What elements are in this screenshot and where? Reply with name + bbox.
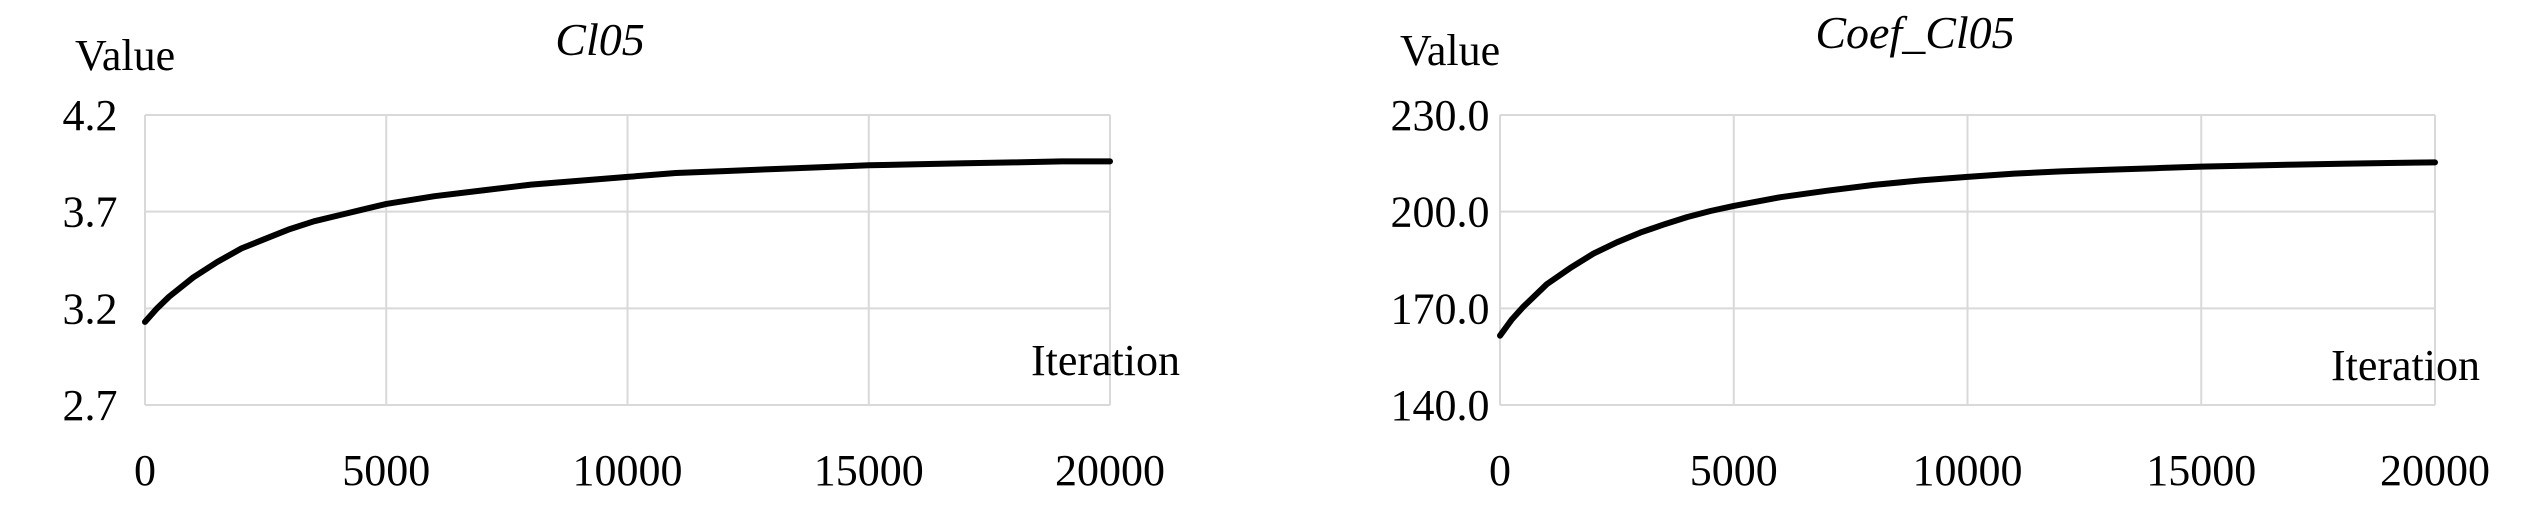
y-axis-label: Value — [1400, 26, 1500, 75]
chart-coef-cl05: 140.0 170.0 200.0 230.0 0 5000 10000 15000 20000… — [1391, 7, 2491, 495]
y-tick-label: 170.0 — [1391, 284, 1490, 333]
x-tick-label: 20000 — [2380, 446, 2490, 495]
x-tick-label: 15000 — [814, 446, 924, 495]
chart-title: Cl05 — [555, 14, 644, 65]
y-tick-label: 4.2 — [63, 91, 118, 140]
x-tick-label: 15000 — [2146, 446, 2256, 495]
y-tick-label: 2.7 — [63, 381, 118, 430]
y-tick-label: 200.0 — [1391, 188, 1490, 237]
x-axis-label: Iteration — [1031, 336, 1180, 385]
series-line — [142, 158, 1113, 325]
chart-title: Coef_Cl05 — [1815, 7, 2014, 58]
x-tick-label: 0 — [1489, 446, 1511, 495]
y-tick-label: 140.0 — [1391, 381, 1490, 430]
x-tick-label: 0 — [134, 446, 156, 495]
y-axis-label: Value — [75, 31, 175, 80]
y-tick-label: 3.2 — [63, 284, 118, 333]
x-tick-label: 5000 — [342, 446, 430, 495]
series-line — [1497, 159, 2438, 339]
x-tick-label: 10000 — [1913, 446, 2023, 495]
chart-cl05: 2.7 3.2 3.7 4.2 0 5000 10000 15000 20000 Value Ite… — [63, 14, 1181, 495]
x-tick-label: 20000 — [1055, 446, 1165, 495]
x-axis-label: Iteration — [2331, 341, 2480, 390]
y-tick-label: 3.7 — [63, 188, 118, 237]
y-tick-label: 230.0 — [1391, 91, 1490, 140]
x-tick-label: 10000 — [573, 446, 683, 495]
x-tick-label: 5000 — [1690, 446, 1778, 495]
